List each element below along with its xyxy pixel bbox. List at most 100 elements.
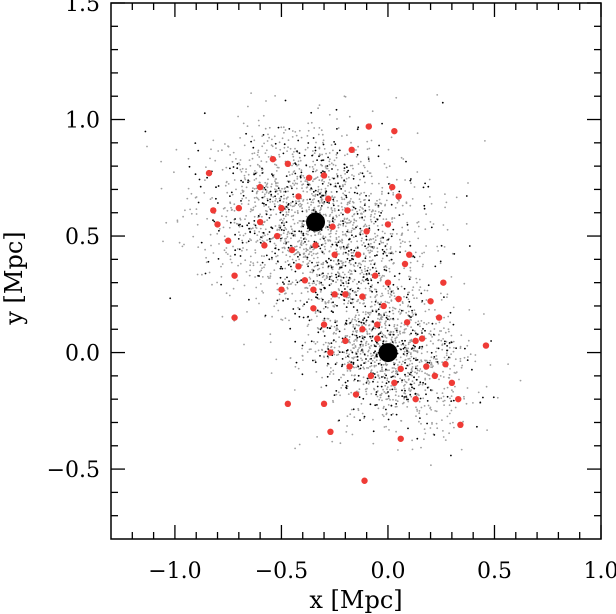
gray-particle (380, 370, 383, 372)
gray-particle (407, 343, 410, 346)
black-particle (412, 255, 415, 257)
black-particle (355, 226, 357, 229)
gray-particle (225, 292, 228, 295)
gray-particle (322, 307, 325, 310)
gray-particle (343, 194, 346, 196)
gray-particle (370, 393, 373, 395)
black-particle (424, 329, 426, 332)
gray-particle (372, 418, 374, 421)
gray-particle (306, 287, 309, 290)
black-particle (283, 143, 286, 146)
black-particle (280, 195, 283, 198)
gray-particle (271, 200, 274, 203)
black-particle (238, 248, 241, 251)
gray-particle (360, 357, 362, 360)
black-particle (285, 206, 288, 208)
black-particle (326, 261, 329, 264)
gray-particle (302, 253, 305, 256)
black-particle (426, 386, 429, 389)
black-particle (299, 175, 302, 178)
gray-particle (405, 201, 408, 204)
black-particle (376, 404, 378, 406)
black-particle (247, 240, 250, 243)
gray-particle (417, 237, 420, 240)
black-particle (344, 381, 347, 384)
gray-particle (249, 269, 252, 272)
red-point (354, 251, 362, 258)
gray-particle (314, 342, 317, 345)
gray-particle (440, 330, 443, 332)
gray-particle (381, 190, 383, 193)
gray-particle (291, 164, 293, 167)
gray-particle (252, 187, 254, 190)
black-particle (387, 391, 389, 393)
gray-particle (292, 159, 295, 162)
gray-particle (356, 329, 358, 332)
gray-particle (318, 179, 321, 182)
gray-particle (315, 177, 317, 180)
gray-particle (173, 171, 175, 174)
gray-particle (413, 347, 416, 350)
gray-particle (327, 228, 330, 231)
gray-particle (344, 154, 346, 157)
gray-particle (279, 239, 282, 242)
black-particle (426, 422, 428, 425)
black-particle (331, 243, 334, 246)
gray-particle (368, 313, 371, 316)
gray-particle (241, 249, 243, 252)
black-particle (240, 179, 243, 182)
gray-particle (220, 275, 223, 278)
black-particle (327, 156, 329, 159)
black-particle (362, 319, 364, 321)
gray-particle (278, 298, 281, 301)
gray-particle (360, 263, 362, 266)
gray-particle (453, 364, 456, 367)
black-particle (363, 322, 365, 324)
gray-particle (452, 390, 454, 393)
black-particle (346, 171, 348, 174)
gray-particle (226, 209, 229, 212)
gray-particle (413, 382, 416, 385)
black-particle (363, 336, 366, 339)
black-particle (344, 264, 347, 267)
black-particle (276, 260, 279, 263)
black-particle (356, 247, 359, 249)
gray-particle (384, 327, 387, 329)
gray-particle (267, 206, 270, 208)
gray-particle (217, 150, 220, 152)
gray-particle (273, 269, 276, 271)
gray-particle (175, 148, 178, 151)
black-particle (361, 216, 364, 219)
gray-particle (350, 349, 352, 352)
gray-particle (186, 197, 189, 200)
black-particle (371, 310, 374, 312)
gray-particle (336, 278, 339, 281)
gray-particle (409, 276, 412, 279)
gray-particle (439, 330, 441, 332)
gray-particle (292, 195, 295, 198)
black-particle (422, 381, 424, 384)
gray-particle (257, 119, 260, 122)
black-particle (253, 220, 256, 222)
gray-particle (418, 361, 421, 364)
black-particle (378, 144, 380, 147)
black-particle (317, 200, 320, 202)
gray-particle (208, 271, 211, 274)
gray-particle (436, 427, 439, 430)
gray-particle (337, 349, 340, 352)
black-particle (375, 355, 378, 357)
gray-particle (333, 208, 336, 210)
gray-particle (415, 350, 417, 353)
black-particle (382, 340, 385, 343)
gray-particle (415, 406, 417, 409)
gray-particle (300, 244, 303, 247)
red-point (395, 193, 402, 200)
gray-particle (367, 343, 370, 346)
black-particle (241, 225, 244, 228)
black-particle (450, 454, 452, 457)
gray-particle (445, 354, 448, 357)
gray-particle (460, 366, 463, 369)
black-particle (353, 327, 356, 330)
gray-particle (285, 213, 288, 216)
black-particle (464, 347, 466, 350)
